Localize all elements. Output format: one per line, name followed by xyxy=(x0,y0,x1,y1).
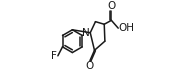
Text: F: F xyxy=(51,51,56,61)
Text: OH: OH xyxy=(118,23,135,33)
Text: O: O xyxy=(107,1,116,11)
Text: N: N xyxy=(82,28,89,38)
Text: O: O xyxy=(86,61,94,71)
